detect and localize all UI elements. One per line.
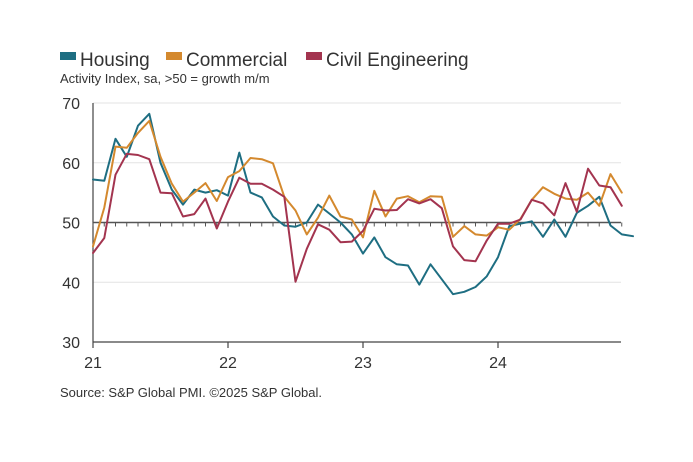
series-line-commercial bbox=[92, 119, 623, 248]
legend-label-housing: Housing bbox=[80, 50, 150, 71]
x-tick-label: 24 bbox=[489, 355, 507, 372]
legend-item-commercial: Commercial bbox=[166, 50, 287, 71]
legend-item-civil-engineering: Civil Engineering bbox=[306, 50, 469, 71]
series-line-civil-engineering bbox=[92, 152, 623, 283]
y-tick-label: 40 bbox=[62, 275, 80, 292]
legend-swatch-housing bbox=[60, 52, 76, 60]
y-tick-label: 70 bbox=[62, 96, 80, 113]
legend-label-commercial: Commercial bbox=[186, 50, 287, 71]
x-tick-label: 23 bbox=[354, 355, 372, 372]
legend-item-housing: Housing bbox=[60, 50, 150, 71]
series-line-housing bbox=[92, 112, 634, 296]
x-tick-label: 21 bbox=[84, 355, 102, 372]
series-lines bbox=[92, 112, 634, 296]
x-axis-ticks: 21 22 23 24 bbox=[84, 342, 507, 372]
legend-swatch-civil-engineering bbox=[306, 52, 322, 60]
y-axis-ticks: 70 60 50 40 30 bbox=[62, 96, 80, 352]
x-tick-label: 22 bbox=[219, 355, 237, 372]
y-tick-label: 50 bbox=[62, 216, 80, 233]
y-tick-label: 30 bbox=[62, 335, 80, 352]
legend-label-civil-engineering: Civil Engineering bbox=[326, 50, 469, 71]
legend: Housing Commercial Civil Engineering bbox=[60, 50, 469, 71]
legend-swatch-commercial bbox=[166, 52, 182, 60]
grid bbox=[92, 102, 623, 343]
y-tick-label: 60 bbox=[62, 156, 80, 173]
source-note: Source: S&P Global PMI. ©2025 S&P Global… bbox=[60, 385, 322, 400]
chart-subtitle: Activity Index, sa, >50 = growth m/m bbox=[60, 71, 270, 86]
